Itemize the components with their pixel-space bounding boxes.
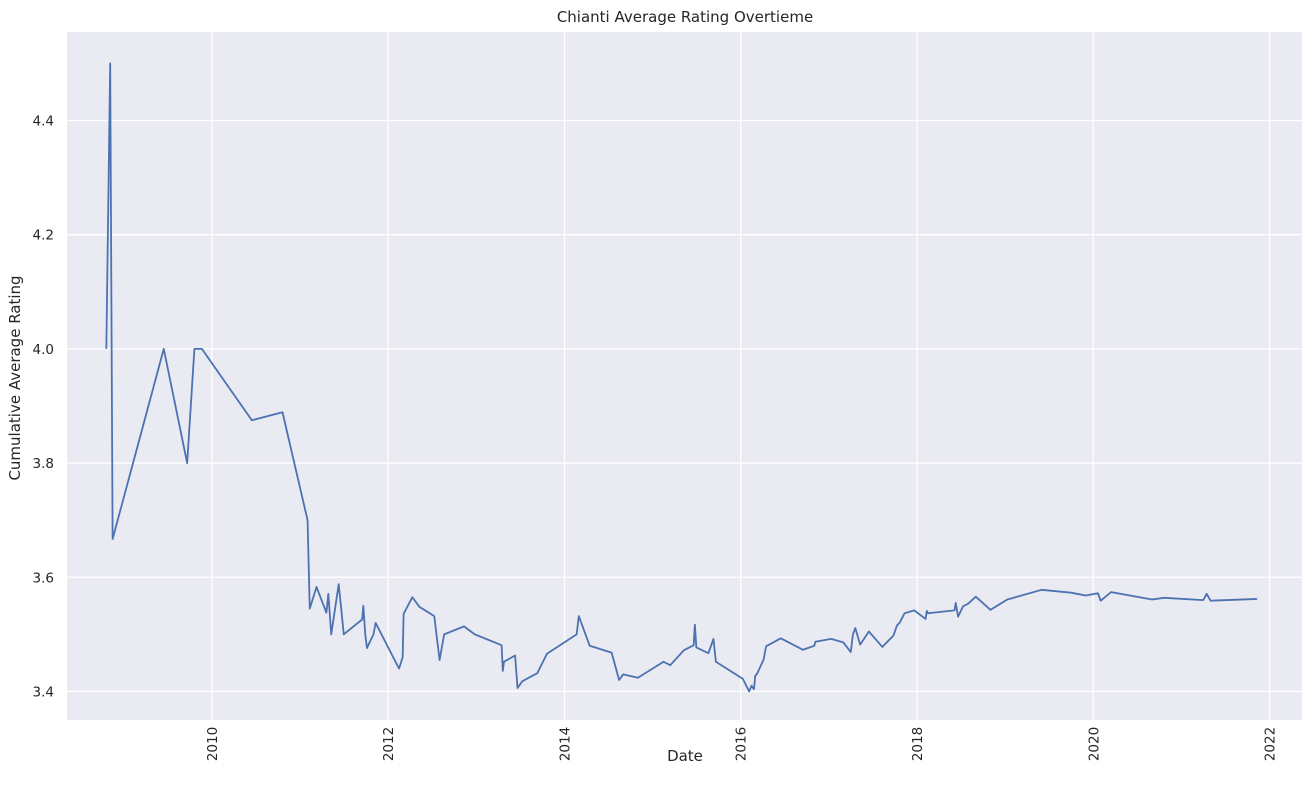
y-tick-label: 4.2 [33,228,54,244]
plot-area [67,32,1302,720]
x-tick-label: 2010 [205,727,221,761]
x-tick-label: 2012 [381,727,397,761]
x-tick-label: 2020 [1086,727,1102,761]
y-axis-ticks: 3.4 3.6 3.8 4.0 4.2 4.4 [33,113,54,700]
y-tick-label: 4.4 [33,113,54,129]
y-tick-label: 3.6 [33,570,54,586]
x-axis-ticks: 2010 2012 2014 2016 2018 2020 2022 [205,727,1279,761]
x-axis-title: Date [667,747,703,765]
series-layer [105,62,1258,693]
x-tick-label: 2022 [1263,727,1279,761]
x-tick-label: 2014 [558,727,574,761]
y-tick-label: 4.0 [33,342,54,358]
grid-lines [67,32,1302,720]
y-tick-label: 3.4 [33,684,54,700]
series-line [105,62,1258,693]
y-axis-title: Cumulative Average Rating [6,275,24,480]
chart-title: Chianti Average Rating Overtieme [557,8,813,26]
x-tick-label: 2018 [910,727,926,761]
x-tick-label: 2016 [734,727,750,761]
y-tick-label: 3.8 [33,456,54,472]
